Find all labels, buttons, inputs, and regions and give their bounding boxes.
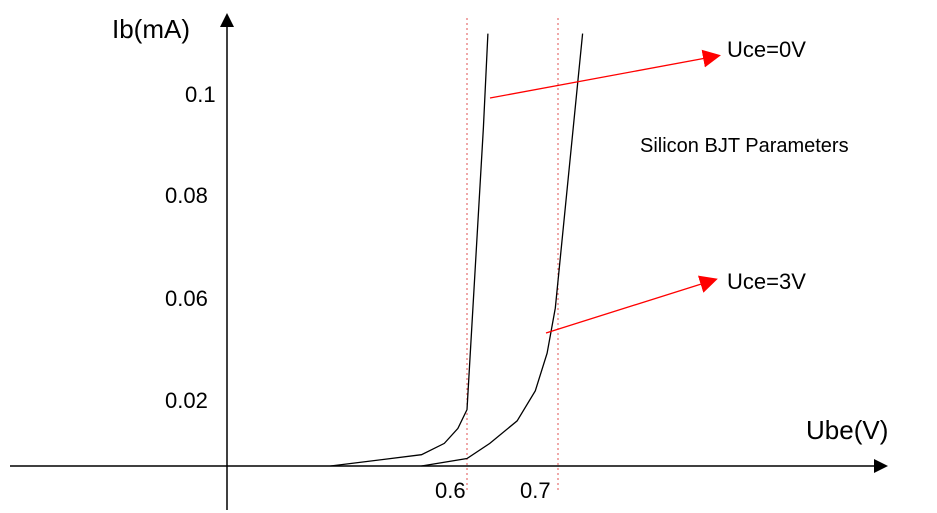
- y-tick-label-0.1: 0.1: [185, 82, 216, 107]
- annotation-label-uce-0v: Uce=0V: [727, 37, 806, 62]
- x-tick-label-0.6: 0.6: [435, 478, 466, 503]
- annotation-arrow-uce-3v: [545, 275, 718, 334]
- y-tick-label-0.08: 0.08: [165, 183, 208, 208]
- x-tick-label-0.7: 0.7: [520, 478, 551, 503]
- curve-uce-0v: [330, 33, 489, 467]
- y-tick-label-0.06: 0.06: [165, 286, 208, 311]
- curve-uce-3v: [421, 33, 584, 467]
- annotation-label-uce-3v: Uce=3V: [727, 269, 806, 294]
- y-tick-label-0.02: 0.02: [165, 388, 208, 413]
- annotation-arrow-uce-0v: [489, 49, 721, 99]
- annotation-label-silicon-bjt: Silicon BJT Parameters: [640, 135, 849, 157]
- x-axis-label: Ube(V): [806, 415, 888, 445]
- y-axis-label: Ib(mA): [112, 14, 190, 44]
